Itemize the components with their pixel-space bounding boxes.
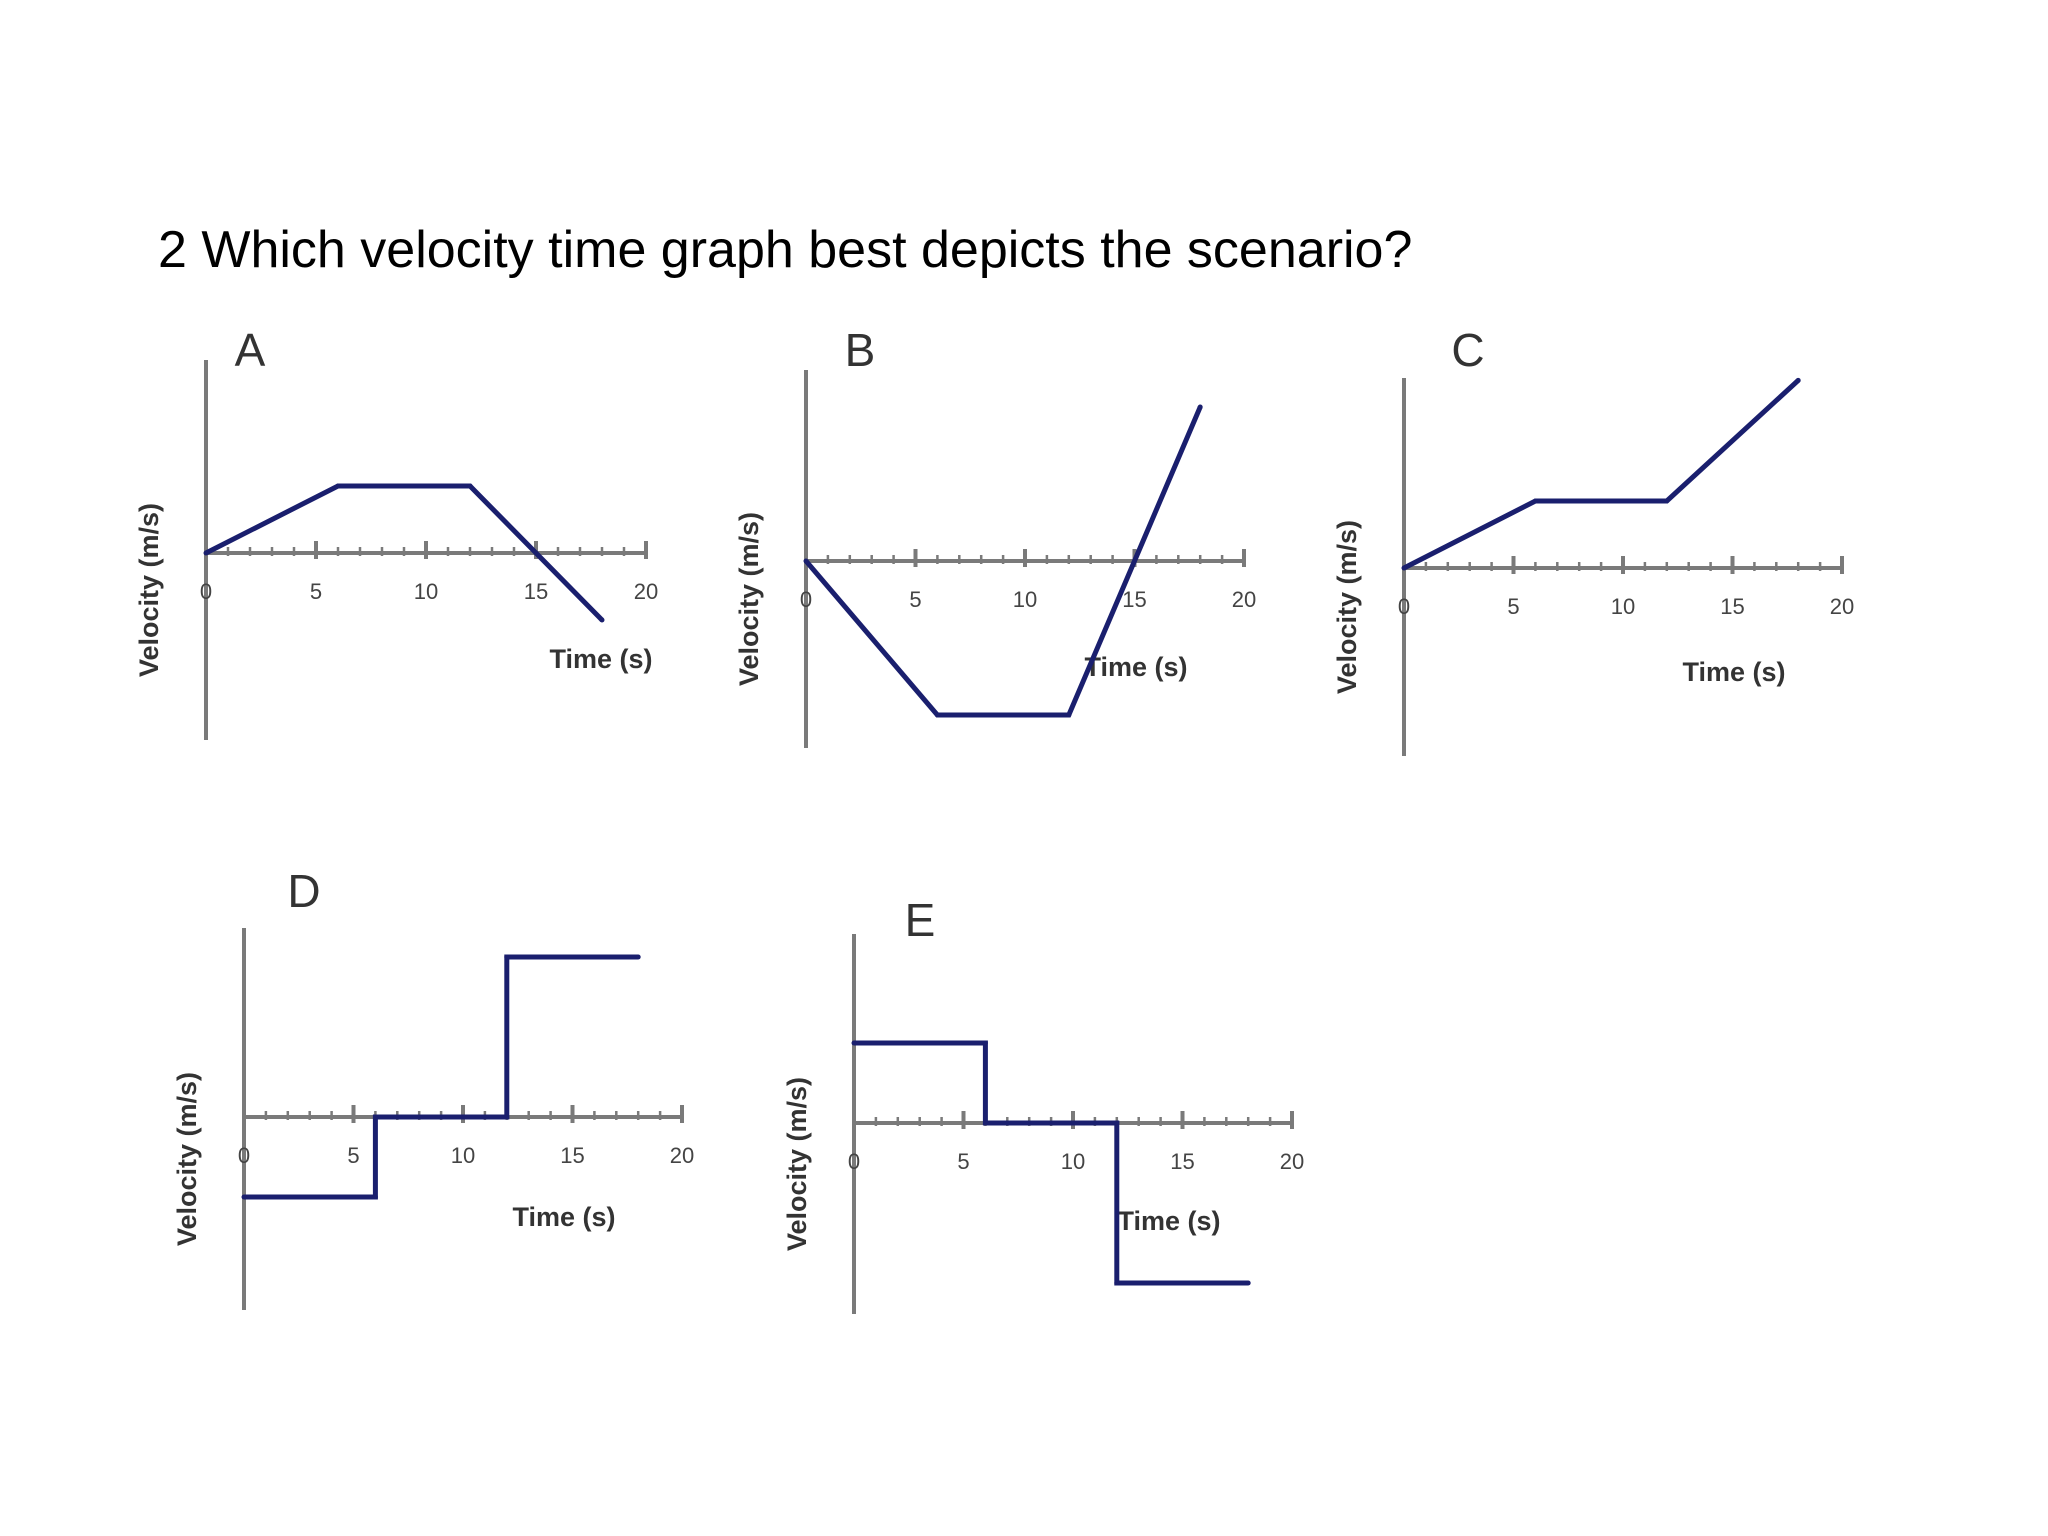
y-axis-title: Velocity (m/s) [172,1072,202,1246]
data-point [1401,565,1407,571]
x-tick-label: 15 [1122,587,1146,612]
x-axis-title: Time (s) [1117,1206,1220,1236]
data-point [851,1040,857,1046]
data-point [504,1114,510,1120]
x-tick-label: 0 [800,587,812,612]
x-tick-label: 10 [414,579,438,604]
data-point [1795,377,1801,383]
data-point [635,954,641,960]
data-point [1066,712,1072,718]
velocity-series-line [244,954,639,1200]
chart-d: D 0 5 10 15 20 Time (s) Velocity (m/s) [172,865,694,1310]
data-point [467,483,473,489]
chart-c: C 0 5 10 15 20 Time (s) Velocity (m/s) [1332,324,1854,756]
x-tick-label: 0 [1398,594,1410,619]
y-axis-title: Velocity (m/s) [1332,520,1362,694]
data-point [1197,404,1203,410]
data-point [372,1114,378,1120]
x-tick-label: 0 [200,579,212,604]
velocity-series-line [854,1040,1249,1286]
x-tick-label: 5 [310,579,322,604]
data-point [241,1194,247,1200]
x-tick-label: 15 [1170,1149,1194,1174]
x-tick-label: 0 [238,1143,250,1168]
y-axis-title: Velocity (m/s) [782,1077,812,1251]
x-tick-label: 20 [634,579,658,604]
x-tick-label: 10 [1061,1149,1085,1174]
x-axis-title: Time (s) [512,1202,615,1232]
x-axis-title: Time (s) [1084,652,1187,682]
x-tick-label: 15 [560,1143,584,1168]
x-tick-label: 5 [1507,594,1519,619]
x-tick-label: 20 [1280,1149,1304,1174]
data-point [1664,498,1670,504]
x-tick-label: 10 [451,1143,475,1168]
chart-b: B 0 5 10 15 20 Time (s) Velocity (m/s) [734,324,1256,748]
chart-letter: C [1451,324,1484,376]
x-tick-label: 5 [347,1143,359,1168]
velocity-series-line [804,406,1203,718]
data-point [982,1120,988,1126]
data-point [203,550,209,556]
x-tick-label: 5 [909,587,921,612]
x-tick-label: 15 [524,579,548,604]
question-text: 2 Which velocity time graph best depicts… [158,221,1413,279]
data-point [1114,1280,1120,1286]
data-point [1532,498,1538,504]
y-axis-title: Velocity (m/s) [134,503,164,677]
x-tick-label: 20 [1830,594,1854,619]
x-tick-label: 0 [848,1149,860,1174]
x-axis-title: Time (s) [549,644,652,674]
chart-a: A 0 5 10 15 20 Time (s) Velocity (m/s) [134,324,658,740]
chart-letter: A [235,324,266,376]
data-point [1245,1280,1251,1286]
y-axis-title: Velocity (m/s) [734,512,764,686]
data-point [335,483,341,489]
velocity-series-line [1402,378,1800,571]
data-point [1114,1120,1120,1126]
x-tick-label: 10 [1013,587,1037,612]
velocity-series-line [204,483,604,622]
x-tick-label: 5 [957,1149,969,1174]
data-point [803,558,809,564]
data-point [982,1040,988,1046]
data-point [504,954,510,960]
data-point [934,712,940,718]
x-tick-label: 20 [670,1143,694,1168]
chart-letter: D [287,865,320,917]
data-point [372,1194,378,1200]
x-axis-title: Time (s) [1682,657,1785,687]
chart-letter: E [905,894,936,946]
chart-letter: B [845,324,876,376]
x-tick-label: 15 [1720,594,1744,619]
chart-e: E 0 5 10 15 20 Time (s) Velocity (m/s) [782,894,1304,1314]
x-tick-label: 10 [1611,594,1635,619]
data-point [599,617,605,623]
x-tick-label: 20 [1232,587,1256,612]
